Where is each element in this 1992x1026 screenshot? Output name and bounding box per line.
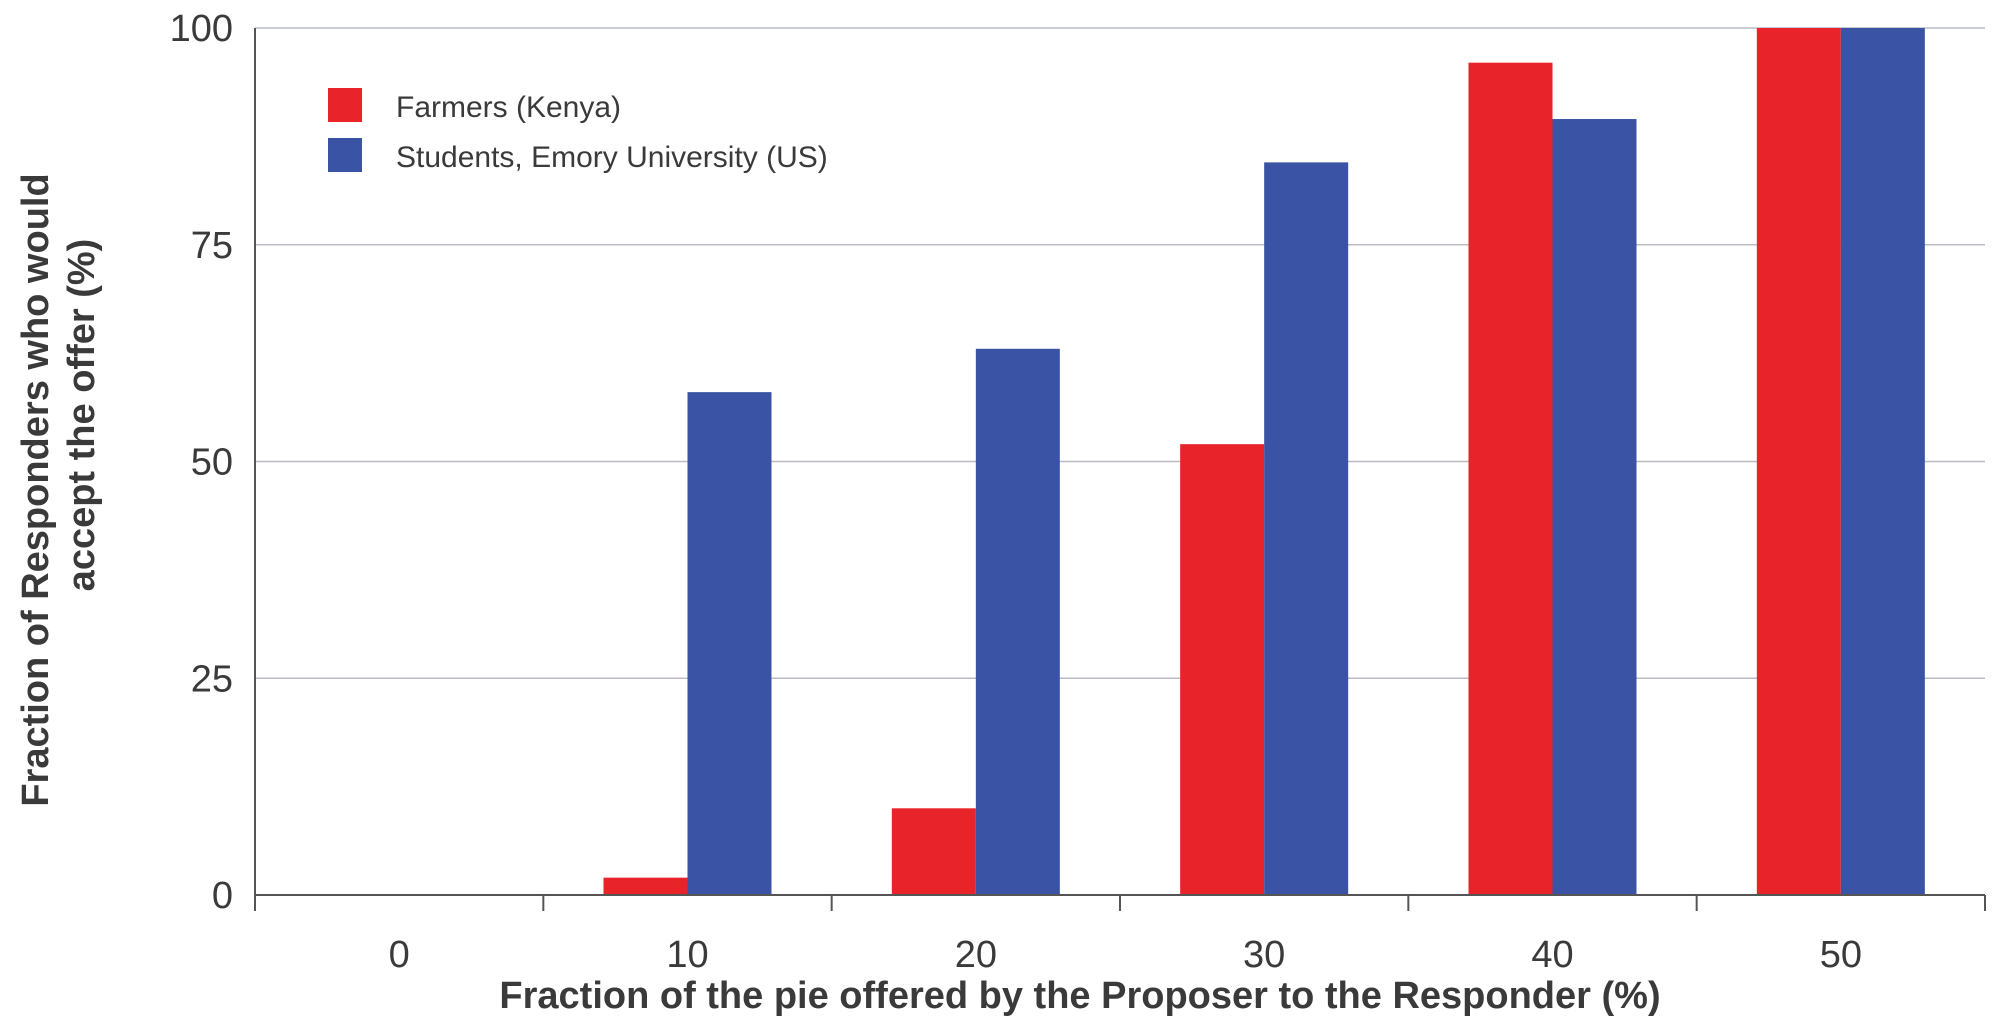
x-tick-label-0: 0 — [389, 934, 410, 976]
axes — [254, 28, 1986, 911]
bar-students-30 — [1264, 162, 1349, 895]
legend-swatch-farmers — [328, 88, 362, 122]
y-tick-label-25: 25 — [191, 658, 233, 700]
y-tick-label-50: 50 — [191, 442, 233, 484]
bar-farmers-50 — [1756, 28, 1841, 895]
bar-farmers-10 — [603, 877, 688, 895]
y-axis-title-line-2: accept the offer (%) — [61, 239, 103, 592]
x-tick-label-30: 30 — [1243, 934, 1285, 976]
legend-label-farmers: Farmers (Kenya) — [396, 91, 621, 124]
bar-farmers-20 — [891, 808, 976, 895]
x-tick-labels: 0 10 20 30 40 50 — [389, 934, 1862, 976]
y-tick-label-75: 75 — [191, 225, 233, 267]
bar-farmers-30 — [1180, 444, 1265, 895]
bar-students-40 — [1552, 119, 1637, 895]
x-tick-label-20: 20 — [955, 934, 997, 976]
bar-students-10 — [687, 392, 772, 895]
x-axis-title: Fraction of the pie offered by the Propo… — [499, 975, 1660, 1017]
x-tick-label-40: 40 — [1531, 934, 1573, 976]
legend-label-students: Students, Emory University (US) — [396, 141, 828, 174]
bar-students-20 — [975, 348, 1060, 895]
legend: Farmers (Kenya) Students, Emory Universi… — [328, 88, 828, 174]
gridlines — [255, 27, 1985, 679]
bar-farmers-40 — [1468, 62, 1553, 896]
y-axis-title-line-1: Fraction of Responders who would — [15, 173, 57, 806]
bars — [603, 28, 1925, 896]
x-tick-label-50: 50 — [1820, 934, 1862, 976]
y-tick-label-100: 100 — [170, 8, 233, 50]
x-tick-label-10: 10 — [666, 934, 708, 976]
legend-swatch-students — [328, 138, 362, 172]
bar-students-50 — [1840, 28, 1925, 895]
y-tick-label-0: 0 — [212, 875, 233, 917]
y-tick-labels: 0 25 50 75 100 — [170, 8, 233, 917]
